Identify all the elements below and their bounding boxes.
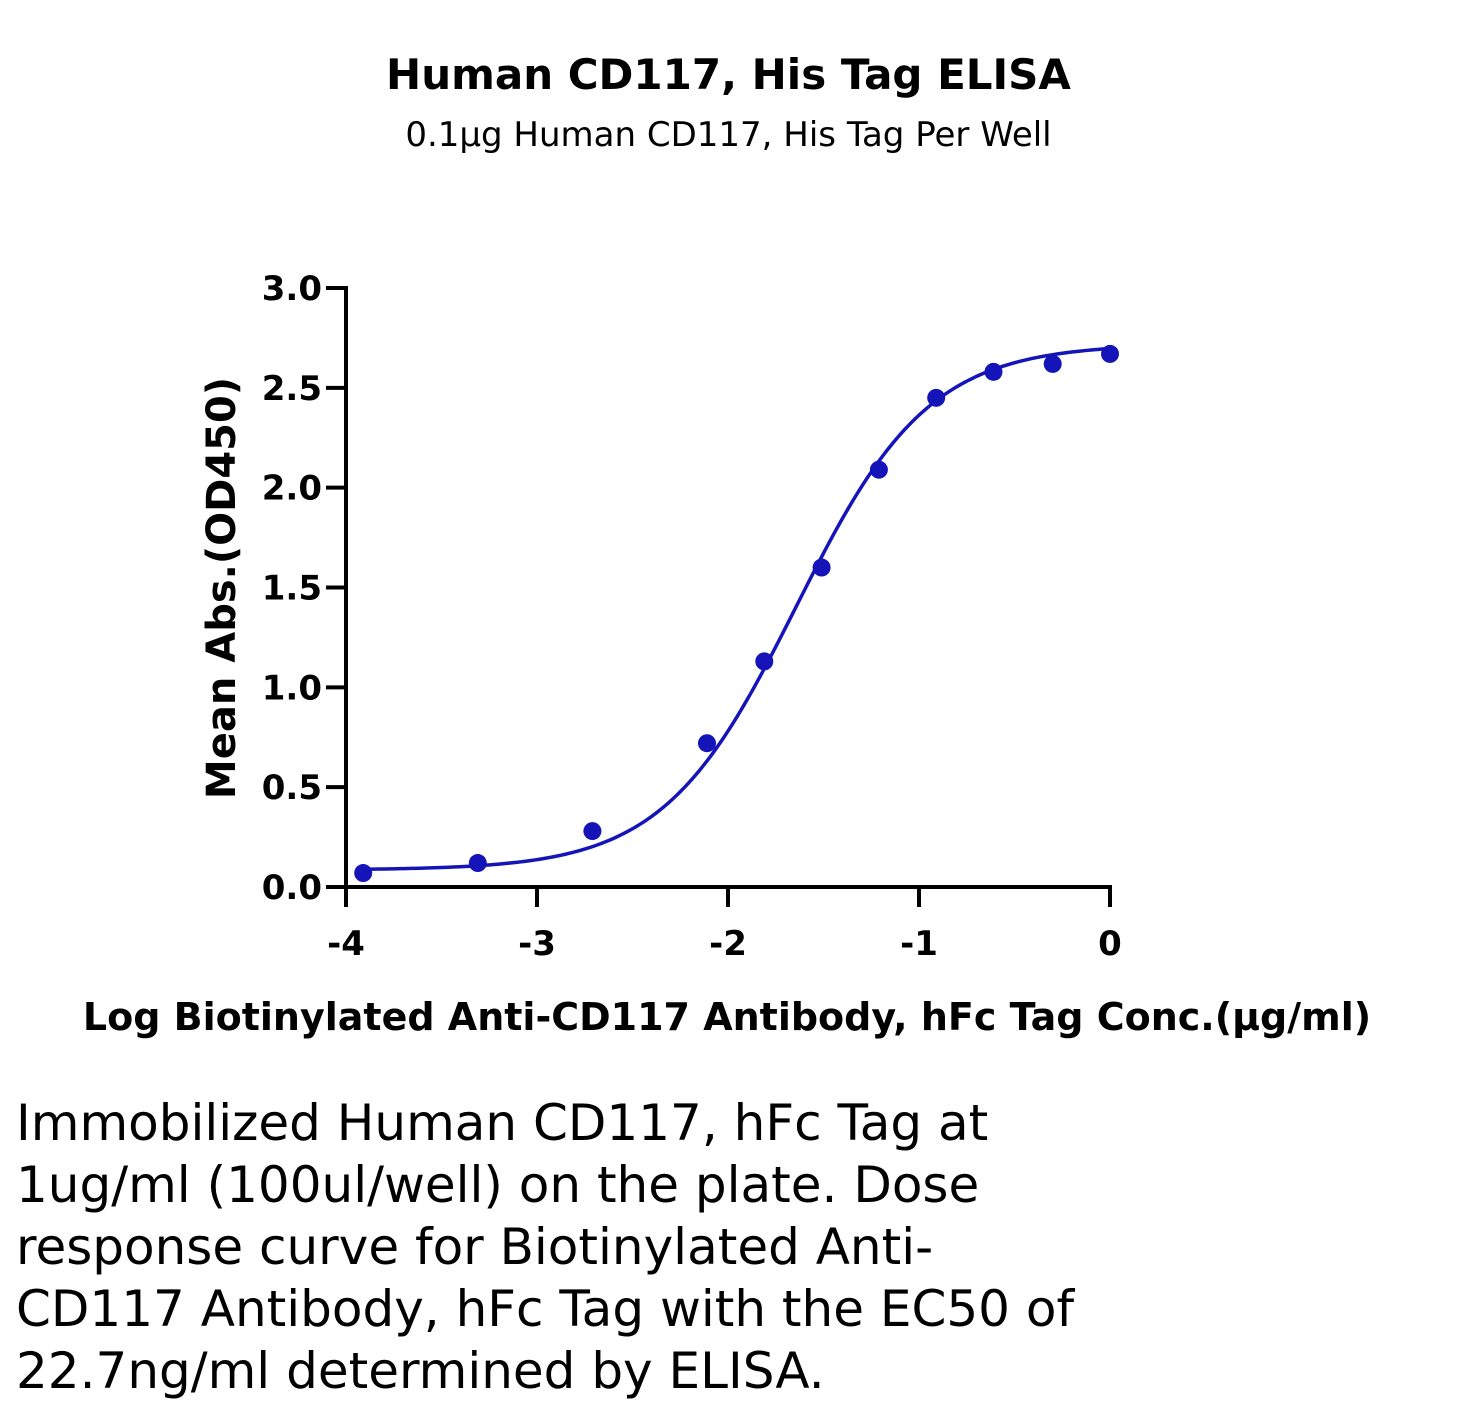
data-point (927, 388, 946, 407)
data-point (468, 854, 487, 873)
chart-title: Human CD117, His Tag ELISA (386, 50, 1071, 99)
elisa-chart: 0.0 0.5 1.0 1.5 2.0 2.5 3.0 -4 -3 -2 -1 0 Mean Abs.… (83, 269, 1371, 1039)
data-point (755, 652, 774, 671)
caption-line: CD117 Antibody, hFc Tag with the EC50 of (16, 1280, 1075, 1338)
x-tick-label: -4 (327, 924, 365, 964)
chart-subtitle: 0.1μg Human CD117, His Tag Per Well (405, 115, 1052, 155)
chart-axes: 0.0 0.5 1.0 1.5 2.0 2.5 3.0 -4 -3 -2 -1 0 (262, 269, 1122, 964)
y-tick-label: 0.0 (262, 868, 322, 908)
y-tick-label: 0.5 (262, 768, 322, 808)
data-point (583, 822, 602, 841)
x-tick-label: -3 (518, 924, 556, 964)
data-points (354, 344, 1119, 883)
x-axis-label: Log Biotinylated Anti-CD117 Antibody, hF… (83, 995, 1371, 1039)
data-point (354, 864, 373, 883)
caption-line: 1ug/ml (100ul/well) on the plate. Dose (16, 1156, 980, 1214)
x-tick-label: -2 (709, 924, 747, 964)
data-point (697, 734, 716, 753)
y-axis-label: Mean Abs.(OD450) (199, 377, 245, 799)
x-tick-label: -1 (900, 924, 938, 964)
data-point (869, 460, 888, 479)
figure-caption: Immobilized Human CD117, hFc Tag at 1ug/… (16, 1092, 1436, 1402)
fit-curve (363, 346, 1111, 872)
data-point (1101, 344, 1119, 363)
caption-line: Immobilized Human CD117, hFc Tag at (16, 1094, 989, 1152)
y-tick-label: 1.0 (262, 668, 322, 708)
y-tick-label: 3.0 (262, 269, 322, 309)
caption-line: response curve for Biotinylated Anti- (16, 1218, 934, 1276)
data-point (984, 362, 1003, 381)
caption-line: 22.7ng/ml determined by ELISA. (16, 1342, 825, 1400)
y-tick-label: 2.0 (262, 469, 322, 509)
x-tick-label: 0 (1098, 924, 1122, 964)
data-point (812, 558, 831, 577)
y-tick-label: 2.5 (262, 369, 322, 409)
data-point (1043, 354, 1062, 373)
y-tick-label: 1.5 (262, 569, 322, 609)
